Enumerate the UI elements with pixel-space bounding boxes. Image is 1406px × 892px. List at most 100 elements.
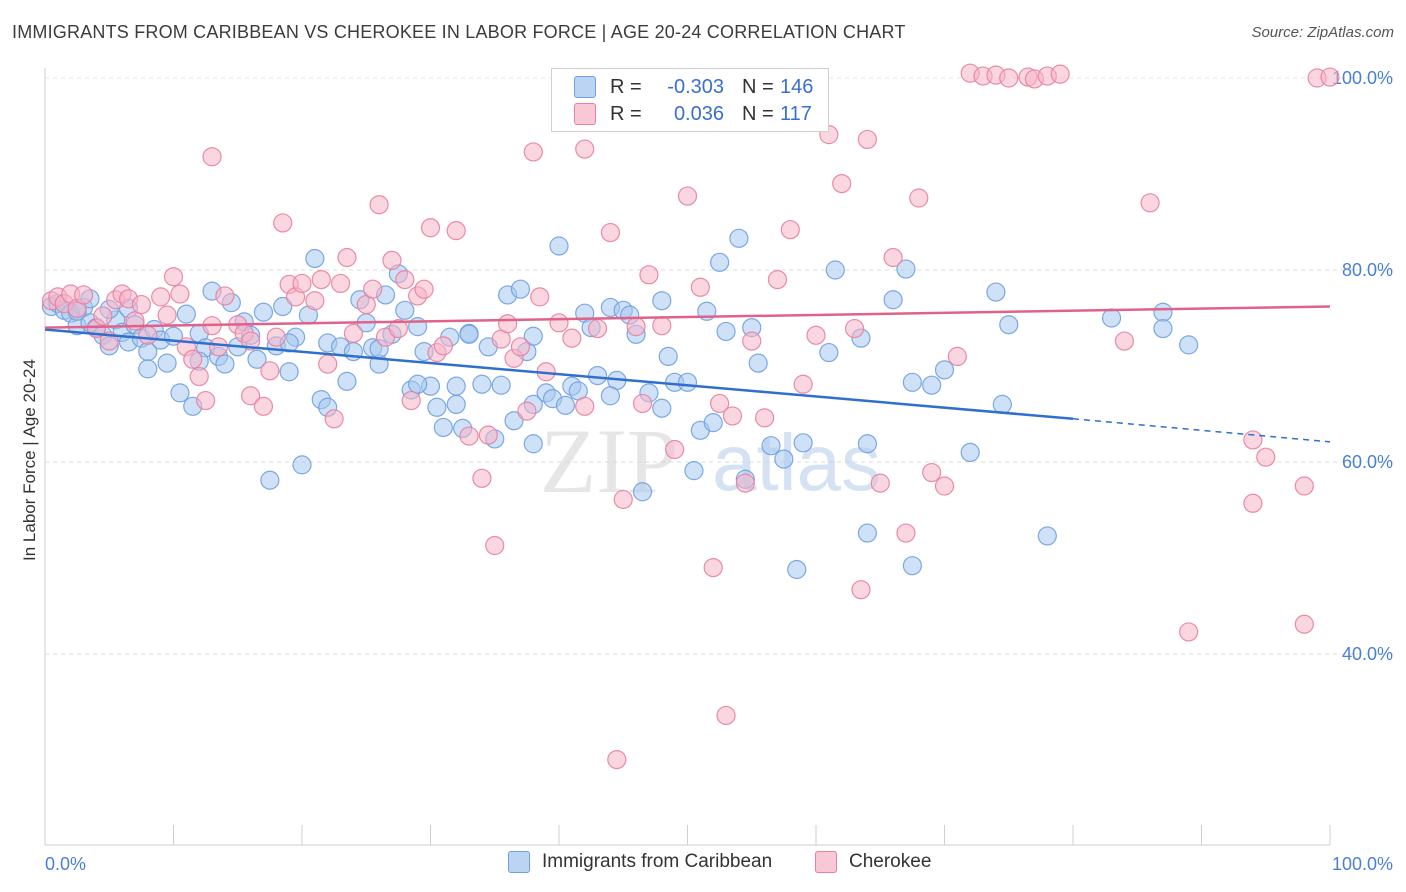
cherokee-point [587, 318, 608, 339]
x-tick-label: 0.0% [45, 854, 86, 874]
legend-n-value: 117 [780, 102, 812, 125]
legend-swatch-cherokee [574, 103, 596, 125]
cherokee-point [93, 306, 113, 326]
caribbean-point [999, 315, 1019, 335]
source-label[interactable]: Source: ZipAtlas.com [1251, 24, 1394, 41]
cherokee-point [1256, 447, 1276, 467]
cherokee-point [742, 331, 762, 351]
legend-swatch-caribbean [508, 851, 530, 873]
y-tick-label: 80.0% [1342, 260, 1393, 280]
caribbean-point [253, 302, 274, 322]
cherokee-point [241, 386, 261, 406]
caribbean-point [491, 375, 511, 395]
cherokee-point [420, 218, 441, 238]
cherokee-trend-line [44, 305, 1331, 329]
caribbean-point [247, 349, 267, 369]
cherokee-point [767, 270, 788, 290]
cherokee-point [632, 393, 653, 414]
cherokee-point [607, 749, 627, 770]
legend-n-value: 146 [780, 75, 814, 98]
caribbean-point [1153, 302, 1173, 322]
cherokee-point [273, 213, 293, 233]
correlation-legend: R = -0.303 N = 146 R = 0.036 N = 117 [551, 68, 829, 132]
caribbean-point [761, 436, 781, 456]
y-tick-label: 60.0% [1342, 452, 1393, 472]
caribbean-point [408, 374, 428, 394]
legend-label-cherokee: Cherokee [849, 851, 932, 872]
legend-item-caribbean[interactable]: Immigrants from Caribbean [508, 851, 772, 873]
cherokee-point [793, 374, 813, 394]
caribbean-point [729, 228, 749, 248]
caribbean-point [710, 252, 730, 272]
cherokee-point [857, 129, 878, 150]
series-legend: Immigrants from Caribbean Cherokee [0, 851, 1406, 877]
cherokee-point [343, 323, 363, 343]
cherokee-point [401, 390, 421, 411]
legend-r-value: 0.036 [673, 102, 724, 125]
caribbean-point [555, 395, 576, 415]
legend-swatch-cherokee [815, 851, 837, 873]
cherokee-point [722, 406, 743, 426]
cherokee-point [498, 314, 518, 334]
cherokee-point [388, 318, 408, 339]
caribbean-point [883, 290, 903, 310]
caribbean-point [273, 296, 293, 317]
caribbean-point [992, 394, 1012, 414]
cherokee-point [549, 313, 569, 333]
cherokee-point [934, 476, 955, 496]
legend-label-caribbean: Immigrants from Caribbean [542, 851, 773, 872]
cherokee-point [311, 270, 331, 290]
caribbean-point [716, 321, 736, 342]
caribbean-point [459, 324, 479, 344]
cherokee-point [170, 284, 190, 304]
caribbean-point [902, 372, 922, 392]
legend-r-label: R = [610, 102, 642, 125]
caribbean-point [632, 482, 653, 502]
cherokee-point [517, 401, 537, 421]
cherokee-point [896, 523, 916, 543]
cherokee-point [530, 287, 550, 307]
cherokee-point [485, 535, 505, 556]
caribbean-point [176, 304, 196, 324]
caribbean-point [1179, 335, 1199, 355]
cherokee-point [523, 142, 543, 162]
caribbean-point [684, 461, 704, 481]
caribbean-trend-line [44, 328, 1074, 421]
caribbean-point [395, 300, 415, 320]
cherokee-point [639, 265, 659, 285]
cherokee-point [999, 68, 1019, 88]
cherokee-point [806, 325, 826, 345]
caribbean-point [138, 359, 158, 379]
caribbean-points [41, 228, 1199, 580]
legend-item-cherokee[interactable]: Cherokee [815, 851, 931, 873]
cherokee-point [690, 277, 710, 297]
caribbean-point [433, 417, 453, 438]
caribbean-point [337, 371, 357, 391]
cherokee-point [318, 354, 338, 374]
cherokee-point [870, 473, 890, 493]
cherokee-point [1050, 64, 1070, 84]
cherokee-point [703, 557, 723, 578]
cherokee-point [241, 331, 261, 351]
caribbean-point [902, 556, 922, 576]
cherokee-point [189, 366, 209, 387]
caribbean-point [587, 366, 608, 386]
caribbean-point [960, 442, 980, 462]
caribbean-point [305, 248, 325, 269]
caribbean-point [748, 353, 768, 373]
cherokee-points [41, 63, 1340, 770]
cherokee-point [665, 439, 685, 460]
cherokee-point [754, 408, 775, 428]
cherokee-point [780, 220, 800, 240]
caribbean-point [279, 362, 299, 382]
caribbean-point [504, 411, 524, 431]
cherokee-point [330, 273, 351, 294]
cherokee-point [1320, 67, 1340, 87]
cherokee-point [710, 393, 730, 414]
cherokee-point [1114, 331, 1135, 351]
cherokee-point [613, 489, 633, 510]
cherokee-point [1294, 476, 1314, 496]
caribbean-point [934, 360, 955, 380]
cherokee-point [1140, 193, 1160, 213]
legend-row-cherokee: R = 0.036 N = 117 [574, 101, 812, 127]
